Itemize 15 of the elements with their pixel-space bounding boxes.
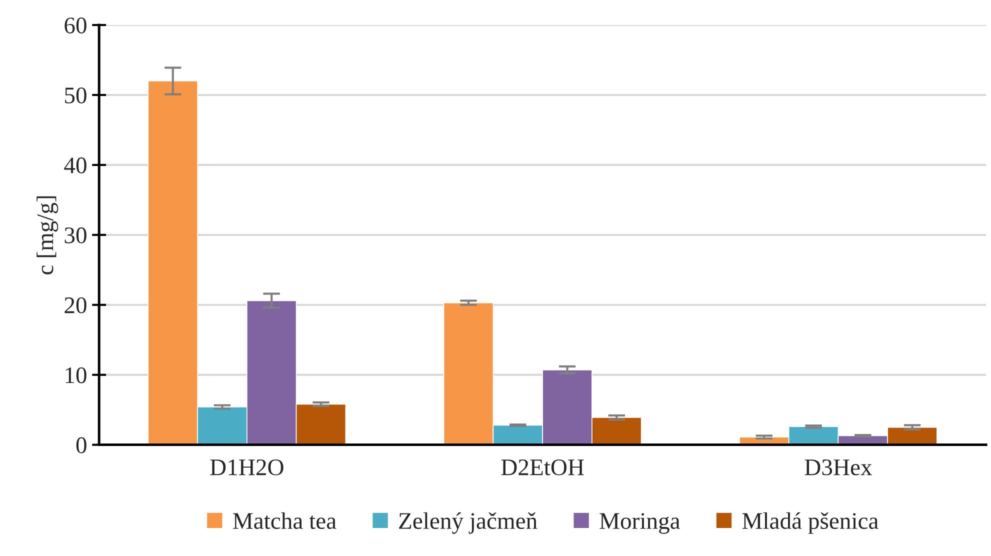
legend-label: Zelený jačmeň: [399, 512, 538, 534]
y-axis-title: c [mg/g]: [36, 196, 58, 274]
y-tick-label: 30: [64, 227, 86, 244]
x-tick-label: D2EtOH: [501, 459, 584, 476]
y-tick-label: 50: [65, 87, 86, 104]
y-tick-label: 60: [64, 18, 86, 34]
y-tick-label: 0: [76, 437, 86, 454]
legend-label: Matcha tea: [233, 512, 336, 529]
y-tick-label: 40: [64, 157, 86, 174]
x-tick-label: D1H2O: [210, 459, 284, 476]
x-tick-label: D3Hex: [804, 459, 872, 476]
y-tick-label: 10: [66, 367, 86, 384]
legend-label: Moringa: [600, 513, 680, 534]
legend-label: Mladá pšenica: [742, 512, 878, 534]
y-tick-label: 20: [64, 297, 86, 314]
